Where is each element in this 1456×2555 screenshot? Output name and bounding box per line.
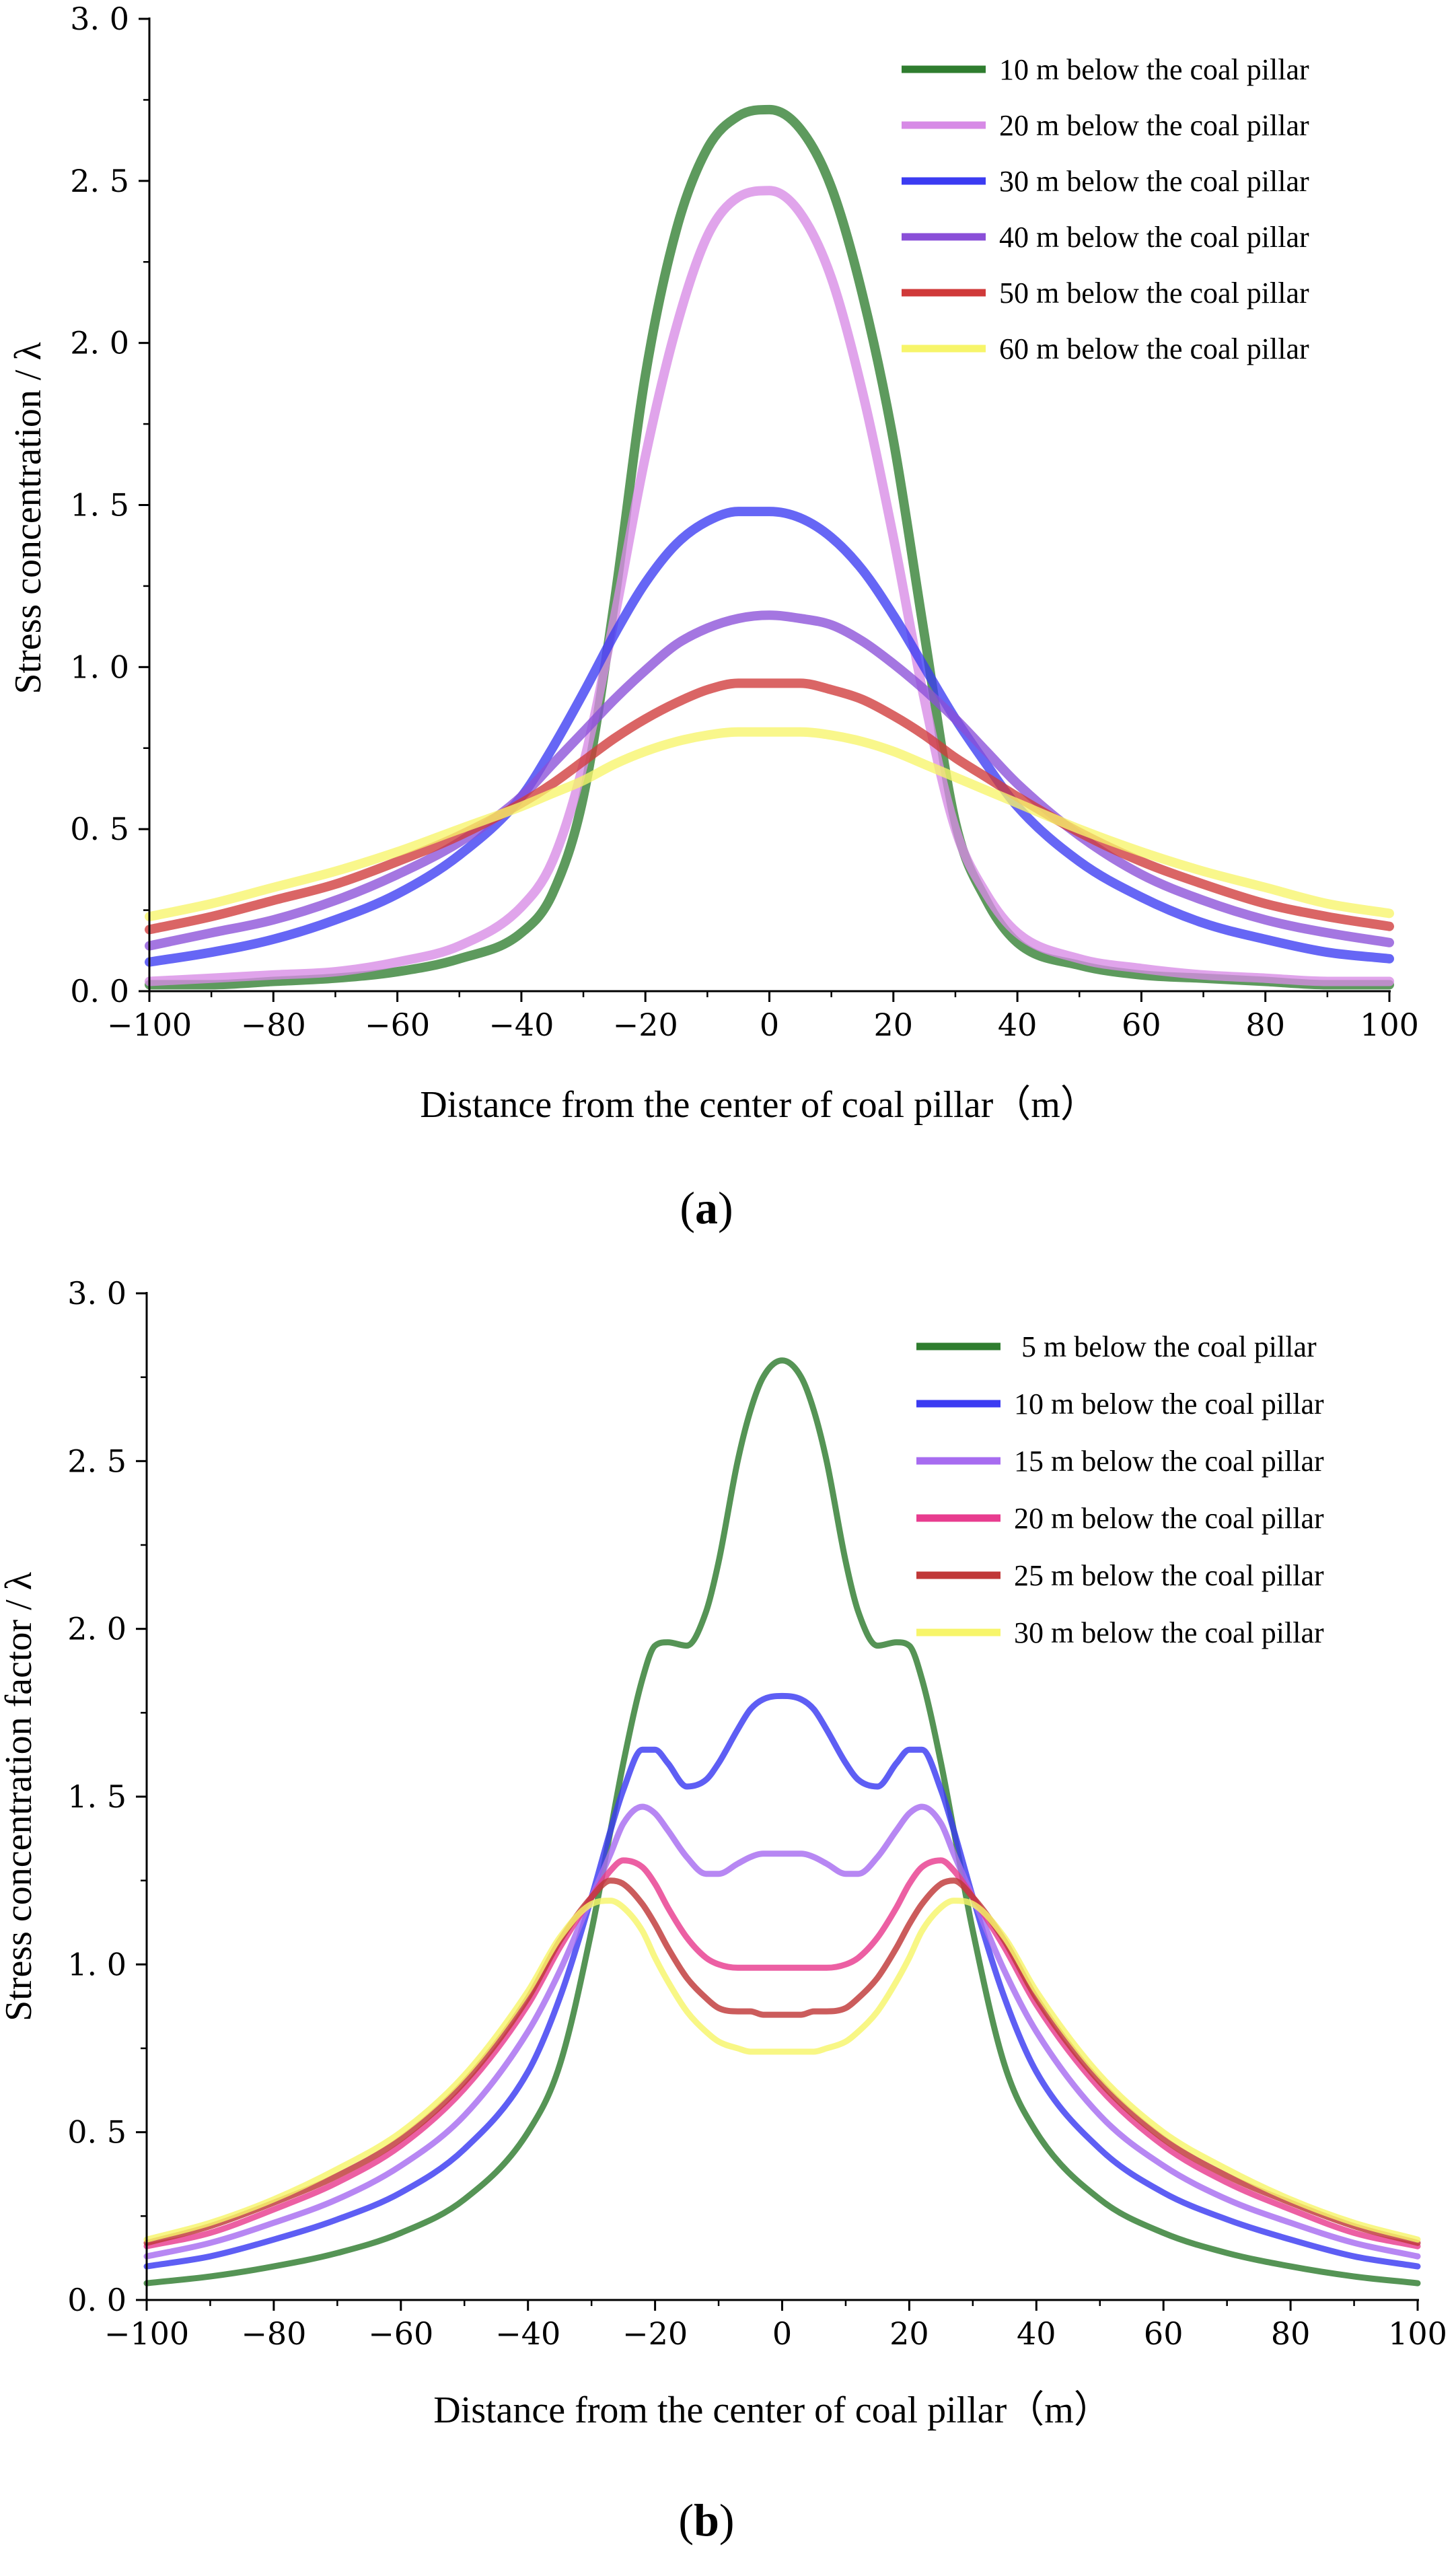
x-tick-label: −100 — [104, 2315, 189, 2352]
chart-b-ylabel: Stress concentration factor / λ — [0, 1572, 40, 2021]
series-line-6 — [145, 727, 1394, 922]
series-line-4 — [143, 1857, 1421, 2250]
chart-b-legend: 5 m below the coal pillar 10 m below the … — [916, 1330, 1324, 1649]
y-tick-label: 0. 5 — [70, 811, 129, 847]
y-tick-label: 2. 0 — [70, 325, 129, 361]
x-tick-label: −60 — [368, 2315, 433, 2352]
chart-a-legend: 10 m below the coal pillar 20 m below the… — [902, 53, 1309, 365]
legend-label: 20 m below the coal pillar — [999, 109, 1309, 142]
x-tick-label: −20 — [622, 2315, 688, 2352]
chart-b-axes — [145, 1292, 1419, 2301]
chart-b-xlabel: Distance from the center of coal pillar（… — [433, 2389, 1112, 2431]
y-tick-label: 3. 0 — [70, 1, 129, 37]
legend-label: 15 m below the coal pillar — [1014, 1445, 1324, 1478]
legend-label: 50 m below the coal pillar — [999, 277, 1309, 310]
legend-label: 10 m below the coal pillar — [1014, 1388, 1324, 1420]
x-tick-label: 0 — [772, 2315, 792, 2352]
y-tick-label: 3. 0 — [67, 1275, 126, 1311]
chart-a-axes — [148, 17, 1391, 993]
legend-label: 60 m below the coal pillar — [999, 332, 1309, 365]
series-line-2 — [145, 186, 1394, 986]
y-tick-label: 1. 0 — [70, 649, 129, 685]
legend-label: 20 m below the coal pillar — [1014, 1502, 1324, 1535]
chart-b-curves — [143, 1357, 1421, 2287]
y-tick-label: 0. 0 — [70, 973, 129, 1009]
x-tick-label: 20 — [889, 2315, 929, 2352]
x-tick-label: 100 — [1360, 1007, 1419, 1043]
legend-label: 30 m below the coal pillar — [999, 165, 1309, 198]
legend-label: 30 m below the coal pillar — [1014, 1616, 1324, 1649]
chart-a-xlabel: Distance from the center of coal pillar（… — [420, 1084, 1098, 1126]
x-tick-label: −40 — [495, 2315, 560, 2352]
series-line-4 — [145, 610, 1394, 951]
series-line-5 — [145, 678, 1394, 935]
y-tick-label: 0. 5 — [67, 2114, 126, 2151]
legend-label: 10 m below the coal pillar — [999, 53, 1309, 86]
x-tick-label: −40 — [488, 1007, 554, 1043]
series-line-2 — [143, 1692, 1421, 2270]
series-line-3 — [145, 507, 1394, 967]
x-tick-label: 100 — [1388, 2315, 1447, 2352]
chart-a-curves — [145, 104, 1394, 990]
x-tick-label: −80 — [241, 2315, 306, 2352]
chart-a-caption: (a) — [680, 1182, 733, 1233]
x-tick-label: −20 — [613, 1007, 678, 1043]
x-tick-label: 20 — [874, 1007, 914, 1043]
legend-label: 40 m below the coal pillar — [999, 221, 1309, 254]
y-tick-label: 1. 5 — [70, 487, 129, 524]
x-tick-label: 40 — [1017, 2315, 1056, 2352]
x-tick-label: −100 — [107, 1007, 192, 1043]
x-tick-label: 60 — [1122, 1007, 1161, 1043]
chart-a-ticks: −100 −80 −60 −40 −20 0 20 40 60 80 100 0. 0 0. 5 1. 0… — [70, 1, 1419, 1043]
x-tick-label: 80 — [1245, 1007, 1285, 1043]
x-tick-label: −80 — [241, 1007, 306, 1043]
chart-b-ticks: −100 −80 −60 −40 −20 0 20 40 60 80 100 0. 0 0. 5 1. 0… — [67, 1275, 1447, 2352]
chart-panel-b: −100 −80 −60 −40 −20 0 20 40 60 80 100 0. 0 0. 5 1. 0… — [0, 1275, 1447, 2546]
legend-label: 5 m below the coal pillar — [1014, 1330, 1317, 1363]
series-line-1 — [143, 1357, 1421, 2287]
series-line-5 — [143, 1877, 1421, 2246]
series-line-3 — [143, 1803, 1421, 2260]
x-tick-label: 40 — [998, 1007, 1038, 1043]
x-tick-label: 80 — [1271, 2315, 1311, 2352]
x-tick-label: −60 — [365, 1007, 430, 1043]
chart-b-caption: (b) — [678, 2494, 734, 2546]
series-line-6 — [143, 1898, 1421, 2243]
y-tick-label: 2. 5 — [70, 163, 129, 199]
chart-panel-a: −100 −80 −60 −40 −20 0 20 40 60 80 100 0. 0 0. 5 1. 0… — [7, 1, 1419, 1233]
y-tick-label: 0. 0 — [67, 2282, 126, 2318]
series-line-1 — [145, 104, 1394, 990]
y-tick-label: 2. 0 — [67, 1611, 126, 1647]
y-tick-label: 1. 0 — [67, 1946, 126, 1982]
y-tick-label: 1. 5 — [67, 1778, 126, 1815]
legend-label: 25 m below the coal pillar — [1014, 1559, 1324, 1592]
y-tick-label: 2. 5 — [67, 1443, 126, 1479]
x-tick-label: 0 — [760, 1007, 779, 1043]
chart-a-ylabel: Stress concentration / λ — [7, 342, 49, 694]
x-tick-label: 60 — [1144, 2315, 1184, 2352]
